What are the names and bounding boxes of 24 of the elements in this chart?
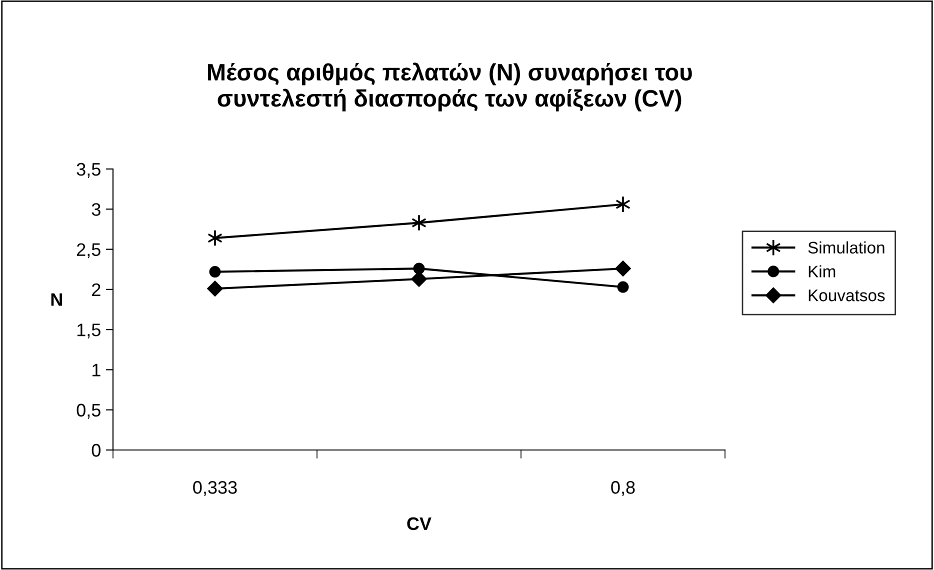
- point: [411, 214, 427, 232]
- point: [413, 262, 425, 274]
- y-tick-label: 2,5: [77, 243, 100, 258]
- y-tick-label: 0,5: [76, 404, 100, 419]
- y-tick-label: 2: [92, 283, 100, 296]
- point: [615, 196, 631, 213]
- point: [207, 230, 223, 247]
- y-tick-label: 3: [92, 203, 100, 216]
- legend-label: Kim: [808, 265, 836, 278]
- x-tick-label: 0,8: [611, 481, 635, 496]
- point: [615, 260, 631, 276]
- chart-title: Μέσος αριθμός πελατών (N) συναρήσει του συντελεστή διασποράς των αφίξεων (CV): [208, 62, 692, 112]
- y-axis-title: N: [51, 293, 62, 306]
- y-tick-label: 0: [92, 444, 100, 457]
- legend-label: Simulation: [808, 241, 884, 254]
- legend-label: Kouvatsos: [808, 290, 885, 302]
- point: [207, 280, 223, 296]
- y-tick-label: 1: [92, 364, 100, 376]
- x-axis-title: CV: [407, 517, 432, 530]
- y-tick-label: 1,5: [77, 324, 100, 338]
- y-tick-label: 3,5: [76, 162, 100, 178]
- x-tick-label: 0,333: [193, 481, 237, 496]
- point: [617, 281, 629, 293]
- point: [209, 266, 221, 278]
